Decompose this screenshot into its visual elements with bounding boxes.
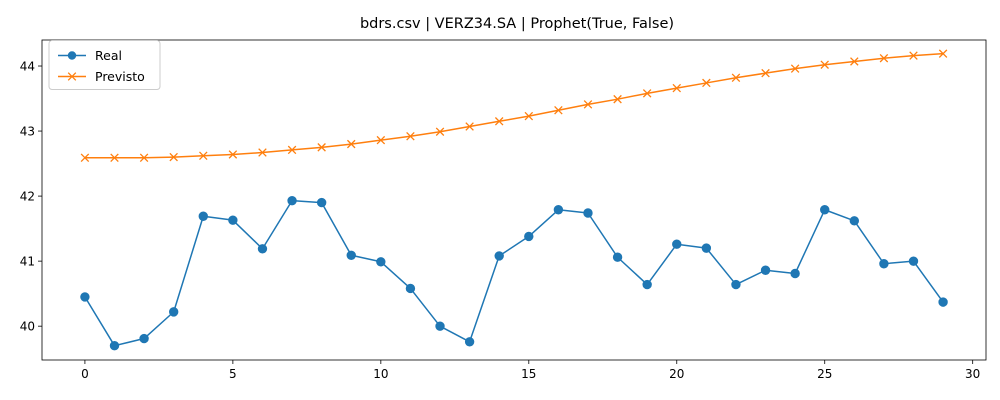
data-point-previsto	[583, 100, 593, 109]
data-point-real	[553, 205, 564, 215]
data-point-previsto	[199, 151, 208, 161]
data-point-previsto	[820, 60, 829, 69]
x-tick-label: 15	[521, 367, 536, 381]
data-point-previsto	[790, 64, 800, 73]
data-point-real	[731, 279, 741, 290]
data-point-previsto	[435, 127, 445, 136]
data-point-real	[257, 244, 268, 254]
y-tick-label: 42	[20, 190, 35, 204]
data-point-real	[316, 197, 327, 208]
legend-marker	[67, 51, 77, 60]
legend-label: Real	[95, 48, 122, 63]
x-tick-label: 10	[373, 367, 388, 381]
legend-marker	[67, 72, 77, 81]
data-point-previsto	[139, 153, 149, 162]
data-point-previsto	[494, 117, 504, 126]
data-point-previsto	[938, 49, 948, 58]
data-point-real	[642, 279, 652, 290]
data-point-real	[790, 268, 800, 279]
y-tick-label: 41	[20, 255, 35, 269]
data-point-real	[820, 205, 830, 215]
data-point-previsto	[909, 51, 918, 60]
x-tick-label: 30	[965, 367, 980, 381]
data-point-previsto	[879, 53, 889, 63]
data-point-real	[346, 250, 356, 260]
y-tick-label: 44	[20, 60, 35, 74]
legend-label: Previsto	[95, 69, 145, 84]
legend: Real Previsto	[48, 40, 161, 90]
data-point-real	[701, 243, 712, 253]
series-real	[80, 195, 948, 351]
data-point-real	[938, 297, 948, 307]
data-point-real	[139, 333, 149, 344]
data-point-previsto	[554, 105, 563, 115]
data-point-real	[80, 292, 90, 302]
data-point-real	[435, 321, 445, 331]
data-point-real	[760, 265, 771, 275]
series-line-previsto	[84, 52, 944, 159]
y-tick-label: 43	[20, 125, 35, 139]
axes-frame	[41, 39, 987, 361]
series-layer	[80, 49, 948, 351]
series-line-real	[84, 199, 944, 347]
data-point-previsto	[702, 78, 711, 88]
data-point-previsto	[317, 143, 326, 152]
data-point-real	[494, 251, 504, 261]
data-point-previsto	[376, 135, 386, 145]
data-point-real	[168, 307, 179, 317]
data-point-previsto	[731, 73, 741, 82]
x-tick-label: 5	[229, 367, 237, 381]
data-point-previsto	[672, 83, 682, 93]
legend-entry-previsto: Previsto	[58, 69, 145, 84]
data-point-real	[879, 259, 889, 269]
data-point-real	[464, 337, 475, 347]
x-tick-label: 0	[81, 367, 89, 381]
data-point-real	[908, 256, 919, 266]
data-point-real	[109, 340, 120, 351]
plot-background	[42, 40, 986, 360]
legend-entry-real: Real	[58, 48, 122, 63]
plot-area	[42, 40, 986, 360]
data-point-real	[583, 208, 593, 218]
data-point-previsto	[169, 152, 178, 162]
data-point-previsto	[287, 145, 297, 155]
data-point-previsto	[465, 122, 474, 131]
data-point-previsto	[228, 150, 238, 159]
data-point-real	[198, 211, 208, 221]
data-point-previsto	[642, 89, 652, 98]
data-point-previsto	[613, 94, 622, 104]
data-point-previsto	[850, 57, 859, 66]
series-previsto	[80, 49, 948, 162]
data-point-real	[405, 283, 416, 294]
data-point-previsto	[80, 153, 90, 162]
chart-title: bdrs.csv | VERZ34.SA | Prophet(True, Fal…	[360, 16, 674, 32]
data-point-real	[849, 216, 860, 226]
axes: 0 5 10 15 20 25 30 40 41 42 43 44	[20, 39, 987, 381]
data-point-real	[612, 252, 623, 262]
data-point-previsto	[258, 148, 267, 157]
y-tick-label: 40	[20, 320, 35, 334]
data-point-previsto	[110, 153, 119, 162]
data-point-real	[524, 231, 534, 242]
x-tick-label: 25	[817, 367, 832, 381]
data-point-previsto	[346, 139, 356, 149]
data-point-real	[287, 195, 297, 206]
x-tick-label: 20	[669, 367, 684, 381]
data-point-real	[376, 257, 386, 267]
data-point-previsto	[761, 68, 770, 78]
data-point-real	[228, 215, 238, 225]
data-point-previsto	[406, 132, 415, 141]
data-point-real	[672, 239, 682, 249]
data-point-previsto	[524, 111, 534, 121]
